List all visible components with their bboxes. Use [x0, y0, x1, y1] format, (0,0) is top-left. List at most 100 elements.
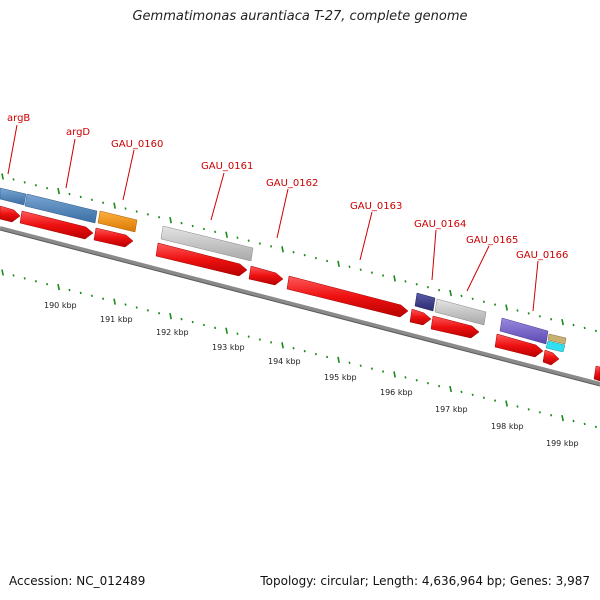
leader-line-GAU_0166	[532, 260, 539, 312]
lower-tick-minor	[415, 379, 418, 382]
cds-arrow-GAU_0164[interactable]	[409, 308, 432, 326]
upper-tick-minor	[348, 265, 351, 269]
upper-tick-minor	[247, 239, 250, 242]
lower-tick-minor	[124, 303, 127, 306]
upper-tick-major	[57, 187, 60, 195]
upper-tick-major	[505, 304, 508, 311]
cds-arrow-GAU_0166[interactable]	[494, 333, 544, 358]
lower-tick-minor	[426, 381, 429, 385]
gene-label-argD[interactable]: argD	[66, 127, 90, 138]
upper-tick-minor	[23, 181, 26, 184]
upper-tick-minor	[516, 309, 519, 312]
scale-label-196: 196 kbp	[380, 388, 413, 397]
scale-label-190: 190 kbp	[44, 301, 77, 310]
tick-tracks	[1, 173, 597, 429]
lower-tick-minor	[572, 419, 575, 423]
upper-tick-minor	[538, 315, 541, 318]
lower-tick-minor	[292, 347, 295, 350]
upper-tick-minor	[102, 201, 105, 204]
lower-tick-minor	[236, 332, 239, 335]
feature-box-argD[interactable]	[24, 193, 98, 224]
lower-tick-minor	[538, 411, 541, 414]
genome-backbone-shadow	[0, 229, 600, 387]
cds-arrow-GAU_0165[interactable]	[430, 315, 480, 339]
gene-label-GAU_0164[interactable]: GAU_0164	[414, 219, 466, 230]
lower-tick-minor	[594, 425, 597, 429]
upper-tick-minor	[326, 259, 329, 263]
lower-tick-minor	[404, 376, 407, 379]
upper-tick-minor	[46, 186, 49, 190]
upper-tick-major	[449, 289, 452, 297]
upper-tick-minor	[34, 184, 37, 187]
lower-tick-minor	[214, 326, 217, 330]
scale-label-194: 194 kbp	[268, 357, 301, 366]
lower-tick-minor	[46, 282, 49, 286]
upper-tick-minor	[415, 283, 418, 286]
feature-track	[0, 187, 567, 353]
feature-box-GAU_0164[interactable]	[414, 292, 436, 312]
cds-arrow-GAU_0163[interactable]	[286, 275, 409, 318]
lower-tick-minor	[202, 323, 205, 327]
gene-labels: argB argD GAU_0160 GAU_0161 GAU_0162 GAU…	[7, 113, 568, 312]
gene-label-GAU_0161[interactable]: GAU_0161	[201, 161, 253, 172]
lower-tick-major	[337, 356, 340, 364]
leader-line-GAU_0164	[431, 229, 437, 281]
lower-tick-minor	[550, 413, 553, 417]
lower-tick-major	[113, 298, 116, 305]
feature-box-GAU_0165[interactable]	[434, 298, 487, 326]
lower-tick-minor	[90, 294, 93, 298]
upper-tick-minor	[124, 207, 127, 210]
lower-tick-minor	[258, 338, 261, 341]
upper-tick-minor	[12, 178, 15, 181]
gene-label-GAU_0163[interactable]: GAU_0163	[350, 201, 402, 212]
upper-tick-minor	[303, 253, 306, 257]
cds-arrow-argD[interactable]	[19, 210, 94, 240]
feature-box-GAU_0166-cyan[interactable]	[545, 340, 566, 353]
lower-tick-minor	[438, 384, 441, 388]
upper-tick-minor	[90, 198, 93, 202]
lower-tick-minor	[482, 396, 485, 399]
feature-box-GAU_0160[interactable]	[97, 210, 138, 233]
cds-arrow-GAU_0161[interactable]	[155, 242, 248, 277]
upper-tick-minor	[236, 236, 239, 239]
lower-tick-major	[561, 414, 564, 422]
gene-label-GAU_0160[interactable]: GAU_0160	[111, 139, 163, 150]
feature-box-GAU_0166[interactable]	[499, 317, 549, 345]
feature-box-argB[interactable]	[0, 187, 27, 206]
upper-tick-minor	[292, 251, 295, 254]
feature-box-GAU_0161[interactable]	[160, 225, 254, 262]
lower-tick-minor	[68, 288, 71, 292]
upper-tick-major	[393, 275, 396, 282]
upper-tick-major	[113, 202, 116, 209]
lower-tick-minor	[314, 352, 317, 356]
gene-label-GAU_0165[interactable]: GAU_0165	[466, 235, 518, 246]
lower-tick-minor	[158, 312, 161, 315]
upper-tick-minor	[370, 271, 373, 274]
gene-label-GAU_0166[interactable]: GAU_0166	[516, 250, 568, 261]
upper-tick-minor	[135, 210, 138, 213]
upper-tick-minor	[550, 317, 553, 321]
scale-label-191: 191 kbp	[100, 315, 133, 324]
cds-arrow-GAU_0166b[interactable]	[542, 349, 560, 366]
lower-tick-minor	[348, 361, 351, 365]
lower-tick-minor	[494, 399, 497, 402]
scale-label-195: 195 kbp	[324, 373, 357, 382]
lower-tick-major	[57, 283, 60, 291]
lower-tick-minor	[303, 349, 306, 353]
genome-backbone	[0, 226, 600, 386]
cds-arrow-GAU_0162[interactable]	[248, 265, 284, 286]
lower-tick-minor	[23, 277, 26, 280]
leader-line-argB	[7, 124, 18, 175]
lower-tick-minor	[516, 405, 519, 408]
cds-track	[0, 205, 600, 382]
leader-line-GAU_0165	[466, 245, 490, 292]
cds-arrow-edge[interactable]	[593, 365, 600, 382]
upper-tick-minor	[359, 268, 362, 271]
cds-arrow-argB[interactable]	[0, 205, 21, 223]
upper-tick-minor	[180, 221, 183, 225]
feature-box-GAU_0166-tan[interactable]	[547, 333, 567, 345]
accession-text: Accession: NC_012489	[9, 574, 146, 588]
gene-label-argB[interactable]: argB	[7, 113, 30, 124]
cds-arrow-GAU_0160[interactable]	[93, 227, 134, 248]
gene-label-GAU_0162[interactable]: GAU_0162	[266, 178, 318, 189]
